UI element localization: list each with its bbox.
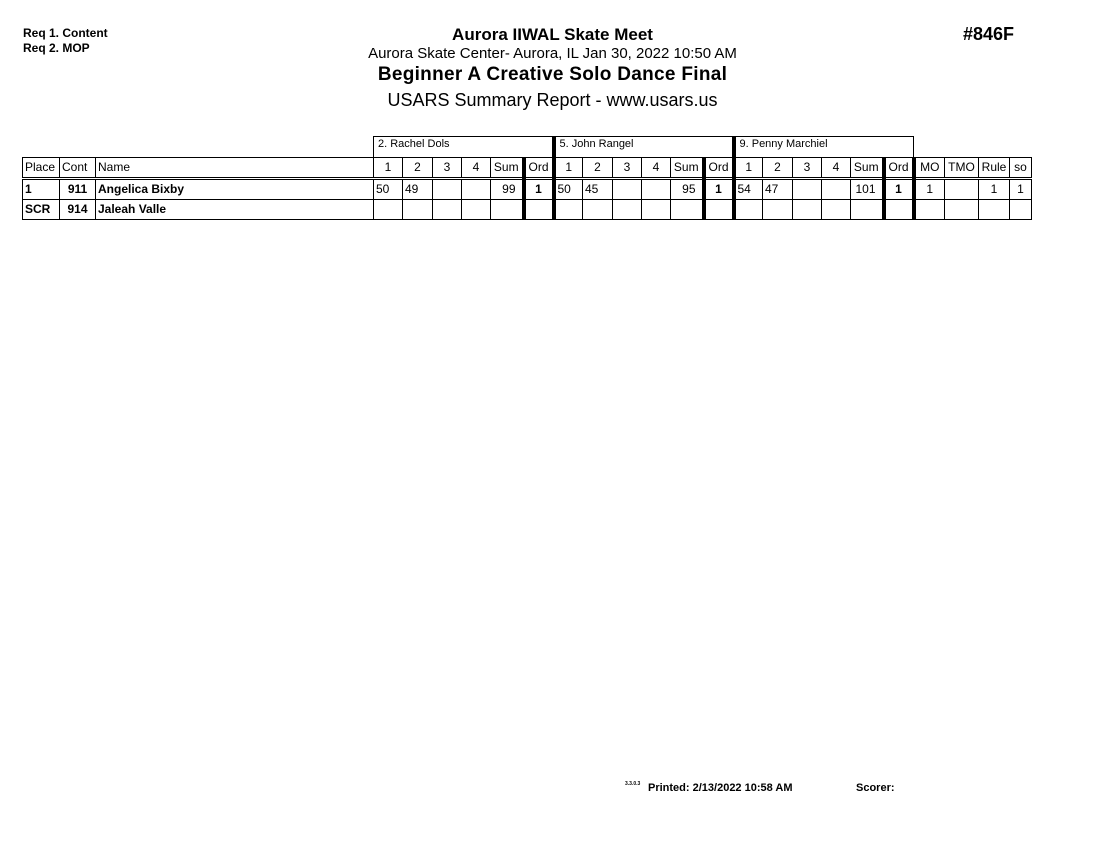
header-judge-col: 4 [821,157,851,180]
header-judge-col: 1 [731,157,763,180]
judge-name: 2. Rachel Dols [373,136,554,158]
header-rule: Rule [978,157,1010,180]
score-cell [612,178,642,200]
score-cell [641,199,671,220]
header-judge-col: 1 [551,157,583,180]
header-judge-col: Ord [881,157,914,180]
tail-cell-rule: 1 [978,178,1010,200]
tail-cell-mo: 1 [911,178,945,200]
event-code: #846F [963,24,1015,44]
header-judge-col: 2 [582,157,613,180]
score-cell [731,199,763,220]
header-tmo: TMO [944,157,979,180]
sum-cell: 101 [850,178,884,200]
cont-cell: 911 [59,178,96,200]
meet-title: Aurora IIWAL Skate Meet [452,25,653,44]
score-cell [432,199,462,220]
header-judge-col: Sum [490,157,524,180]
place-cell: 1 [22,178,60,200]
header-judge-col: Sum [850,157,884,180]
report-title: USARS Summary Report - www.usars.us [387,90,718,110]
ordinal-cell: 1 [881,178,914,200]
place-cell: SCR [22,199,60,220]
header-so: so [1009,157,1032,180]
score-cell: 54 [731,178,763,200]
tail-cell-rule [978,199,1010,220]
scorer-label: Scorer: [856,782,895,794]
score-cell [461,199,491,220]
tail-cell-tmo [944,178,979,200]
header-judge-col: 3 [432,157,462,180]
sum-cell: 95 [670,178,704,200]
tail-cell-mo [911,199,945,220]
name-cell: Jaleah Valle [95,199,374,220]
header-place: Place [22,157,60,180]
table-row: SCR 914 Jaleah Valle [22,199,1032,220]
judge-header-row: 2. Rachel Dols 5. John Rangel 9. Penny Mar… [23,136,1032,158]
tail-cell-so [1009,199,1032,220]
header-judge-col: 4 [641,157,671,180]
blank-cell [914,137,1032,158]
judge-name: 5. John Rangel [551,136,734,158]
score-cell [792,178,822,200]
score-cell [612,199,642,220]
score-cell [821,178,851,200]
header-judge-col: Ord [521,157,554,180]
score-cell: 47 [762,178,793,200]
sum-cell [490,199,524,220]
blank-cell [23,137,374,158]
name-cell: Angelica Bixby [95,178,374,200]
sum-cell [850,199,884,220]
score-cell [373,199,403,220]
score-cell: 45 [582,178,613,200]
ordinal-cell: 1 [521,178,554,200]
header-judge-col: 2 [762,157,793,180]
score-cell [821,199,851,220]
header-judge-col: 3 [792,157,822,180]
header-judge-col: 3 [612,157,642,180]
header-cont: Cont [59,157,96,180]
column-header-row: Place Cont Name 1 2 3 4 Sum Ord 1 2 3 4 Sum Ord 1 2 3 4 Sum… [22,157,1032,180]
ordinal-cell [881,199,914,220]
header-judge-col: 2 [402,157,433,180]
results-table: 2. Rachel Dols 5. John Rangel 9. Penny Mar… [22,136,1032,220]
score-cell: 50 [551,178,583,200]
table-row: 1 911 Angelica Bixby 50 49 99 1 50 45 95 1 54 47 101 1… [22,178,1032,200]
header-name: Name [95,157,374,180]
score-cell [641,178,671,200]
score-cell [762,199,793,220]
cont-cell: 914 [59,199,96,220]
meet-location: Aurora Skate Center- Aurora, IL Jan 30, … [368,45,737,62]
printed-timestamp: Printed: 2/13/2022 10:58 AM [648,782,793,794]
version-label: 3.3.0.3 [625,781,641,787]
header-judge-col: 1 [373,157,403,180]
sum-cell: 99 [490,178,524,200]
ordinal-cell [521,199,554,220]
score-cell: 50 [373,178,403,200]
score-cell [461,178,491,200]
tail-cell-tmo [944,199,979,220]
score-cell [432,178,462,200]
ordinal-cell: 1 [701,178,734,200]
tail-cell-so: 1 [1009,178,1032,200]
score-cell [792,199,822,220]
score-cell: 49 [402,178,433,200]
score-cell [551,199,583,220]
sum-cell [670,199,704,220]
event-title: Beginner A Creative Solo Dance Final [377,64,728,85]
ordinal-cell [701,199,734,220]
header-judge-col: 4 [461,157,491,180]
header-judge-col: Sum [670,157,704,180]
header-mo: MO [911,157,945,180]
score-cell [582,199,613,220]
score-cell [402,199,433,220]
requirement-1: Req 1. Content [23,26,108,40]
header-judge-col: Ord [701,157,734,180]
requirement-2: Req 2. MOP [23,41,90,55]
judge-name: 9. Penny Marchiel [731,136,914,158]
